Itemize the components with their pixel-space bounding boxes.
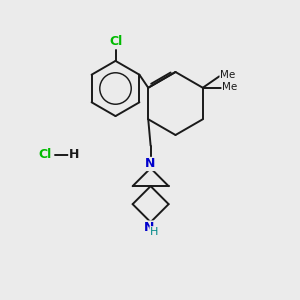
Text: Cl: Cl bbox=[38, 148, 52, 161]
Text: N: N bbox=[144, 221, 154, 234]
Text: H: H bbox=[69, 148, 79, 161]
Text: N: N bbox=[145, 158, 155, 170]
Text: Cl: Cl bbox=[109, 35, 122, 48]
Text: Me: Me bbox=[222, 82, 237, 92]
Text: Me: Me bbox=[220, 70, 235, 80]
Text: H: H bbox=[150, 227, 158, 237]
